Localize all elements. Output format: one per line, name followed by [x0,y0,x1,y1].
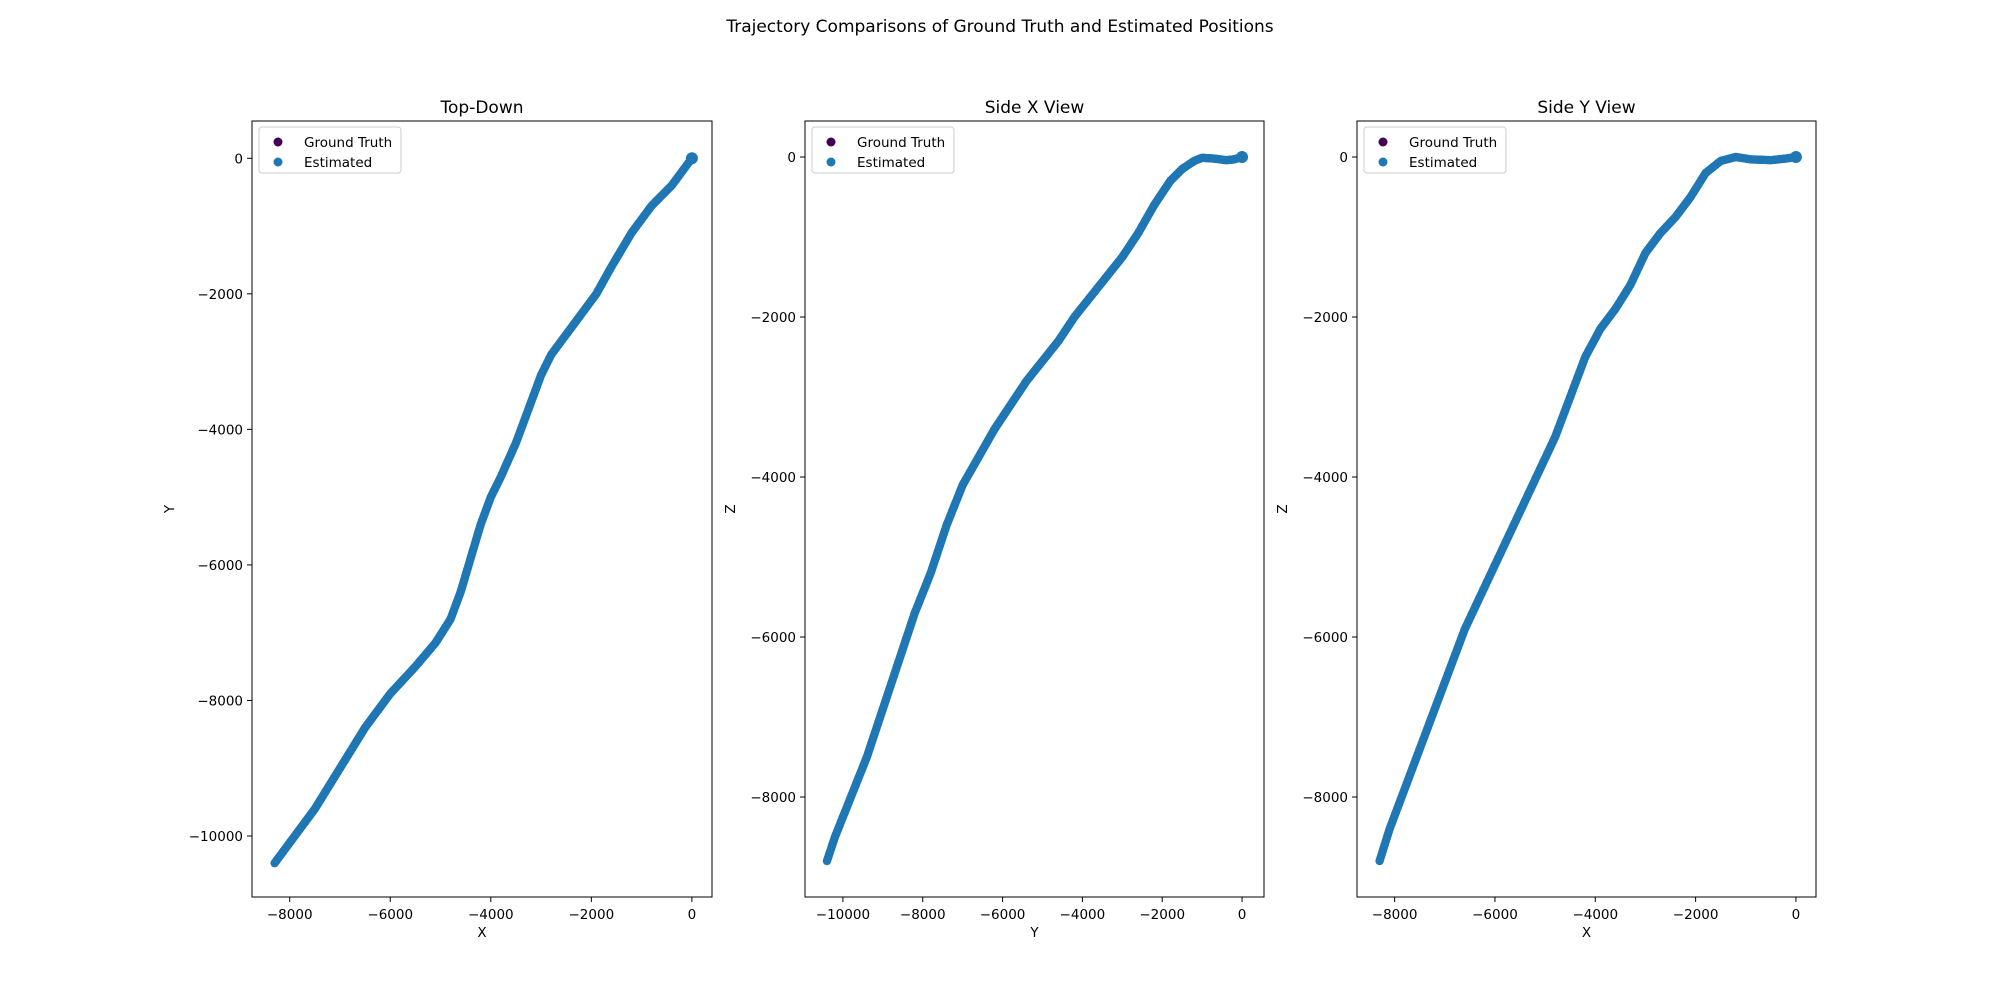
legend-label-estimated: Estimated [1409,155,1477,171]
x-tick-label: −6000 [1472,907,1518,923]
legend: Ground Truth Estimated [258,126,402,174]
y-tick-label: −8000 [1302,790,1348,806]
panel-side-x-view: Side X View −10000 −8000 −6000 −4000 −2000 0 0 −… [723,98,1265,941]
x-tick-label: −4000 [468,907,514,923]
estimated-point [822,856,832,866]
x-tick-label: 0 [1238,907,1247,923]
y-tick-label: 0 [234,151,243,167]
legend-box [811,126,955,174]
x-axis-label: X [1582,925,1591,941]
y-tick-label: −2000 [197,287,243,303]
y-tick-label: −10000 [189,829,243,845]
estimated-point [1789,151,1802,163]
x-tick-label: −2000 [1673,907,1719,923]
x-tick-label: −6000 [367,907,413,923]
y-tick-label: 0 [1339,150,1348,166]
x-tick-label: −10000 [816,907,870,923]
legend-label-estimated: Estimated [857,155,925,171]
legend-marker-estimated [1378,157,1388,167]
x-tick-label: −2000 [569,907,615,923]
estimated-series [1375,151,1802,866]
legend-label-ground-truth: Ground Truth [304,135,392,151]
x-tick-label: 0 [688,907,697,923]
x-tick-label: −4000 [1572,907,1618,923]
y-tick-label: −2000 [1302,310,1348,326]
legend-box [1363,126,1507,174]
y-axis-label: Z [1275,504,1291,513]
x-tick-label: −4000 [1060,907,1106,923]
estimated-point [1375,856,1384,866]
legend-label-estimated: Estimated [304,155,372,171]
legend-box [258,126,402,174]
y-axis-label: Y [162,504,178,514]
legend-label-ground-truth: Ground Truth [1409,135,1497,151]
estimated-point [1236,151,1249,163]
legend-marker-estimated [826,157,836,167]
estimated-series [270,152,698,868]
legend-marker-estimated [273,157,283,167]
legend-marker-ground-truth [826,137,836,147]
y-tick-label: −6000 [750,630,796,646]
x-tick-label: −6000 [980,907,1026,923]
x-axis-label: X [477,925,486,941]
y-tick-label: −6000 [1302,630,1348,646]
axes-frame [1356,120,1817,898]
axes-frame [251,120,713,898]
estimated-series [822,151,1249,866]
y-tick-label: −8000 [750,790,796,806]
legend-marker-ground-truth [273,137,283,147]
y-tick-label: −8000 [197,693,243,709]
legend-marker-ground-truth [1378,137,1388,147]
estimated-point [685,152,698,165]
panel-side-y-view: Side Y View −8000 −6000 −4000 −2000 0 0 −2000 −4… [1275,98,1817,941]
panel-title: Side X View [985,98,1085,118]
y-tick-label: −4000 [750,470,796,486]
panel-top-down: Top-Down −8000 −6000 −4000 −2000 0 0 −2000 −4000… [162,98,713,941]
x-tick-label: −8000 [1372,907,1418,923]
legend-label-ground-truth: Ground Truth [857,135,945,151]
figure-title: Trajectory Comparisons of Ground Truth a… [726,17,1274,37]
x-tick-label: −2000 [1139,907,1185,923]
legend: Ground Truth Estimated [811,126,955,174]
y-tick-label: −4000 [197,422,243,438]
x-tick-label: −8000 [900,907,946,923]
y-tick-label: −4000 [1302,470,1348,486]
legend: Ground Truth Estimated [1363,126,1507,174]
y-tick-label: 0 [787,150,796,166]
y-axis-label: Z [723,504,739,513]
estimated-point [270,858,279,868]
x-tick-label: −8000 [267,907,313,923]
x-tick-label: 0 [1792,907,1801,923]
y-tick-label: −6000 [197,558,243,574]
axes-frame [804,120,1265,898]
y-tick-label: −2000 [750,310,796,326]
x-axis-label: Y [1029,925,1039,941]
panel-title: Side Y View [1537,98,1635,118]
panel-title: Top-Down [440,98,524,118]
